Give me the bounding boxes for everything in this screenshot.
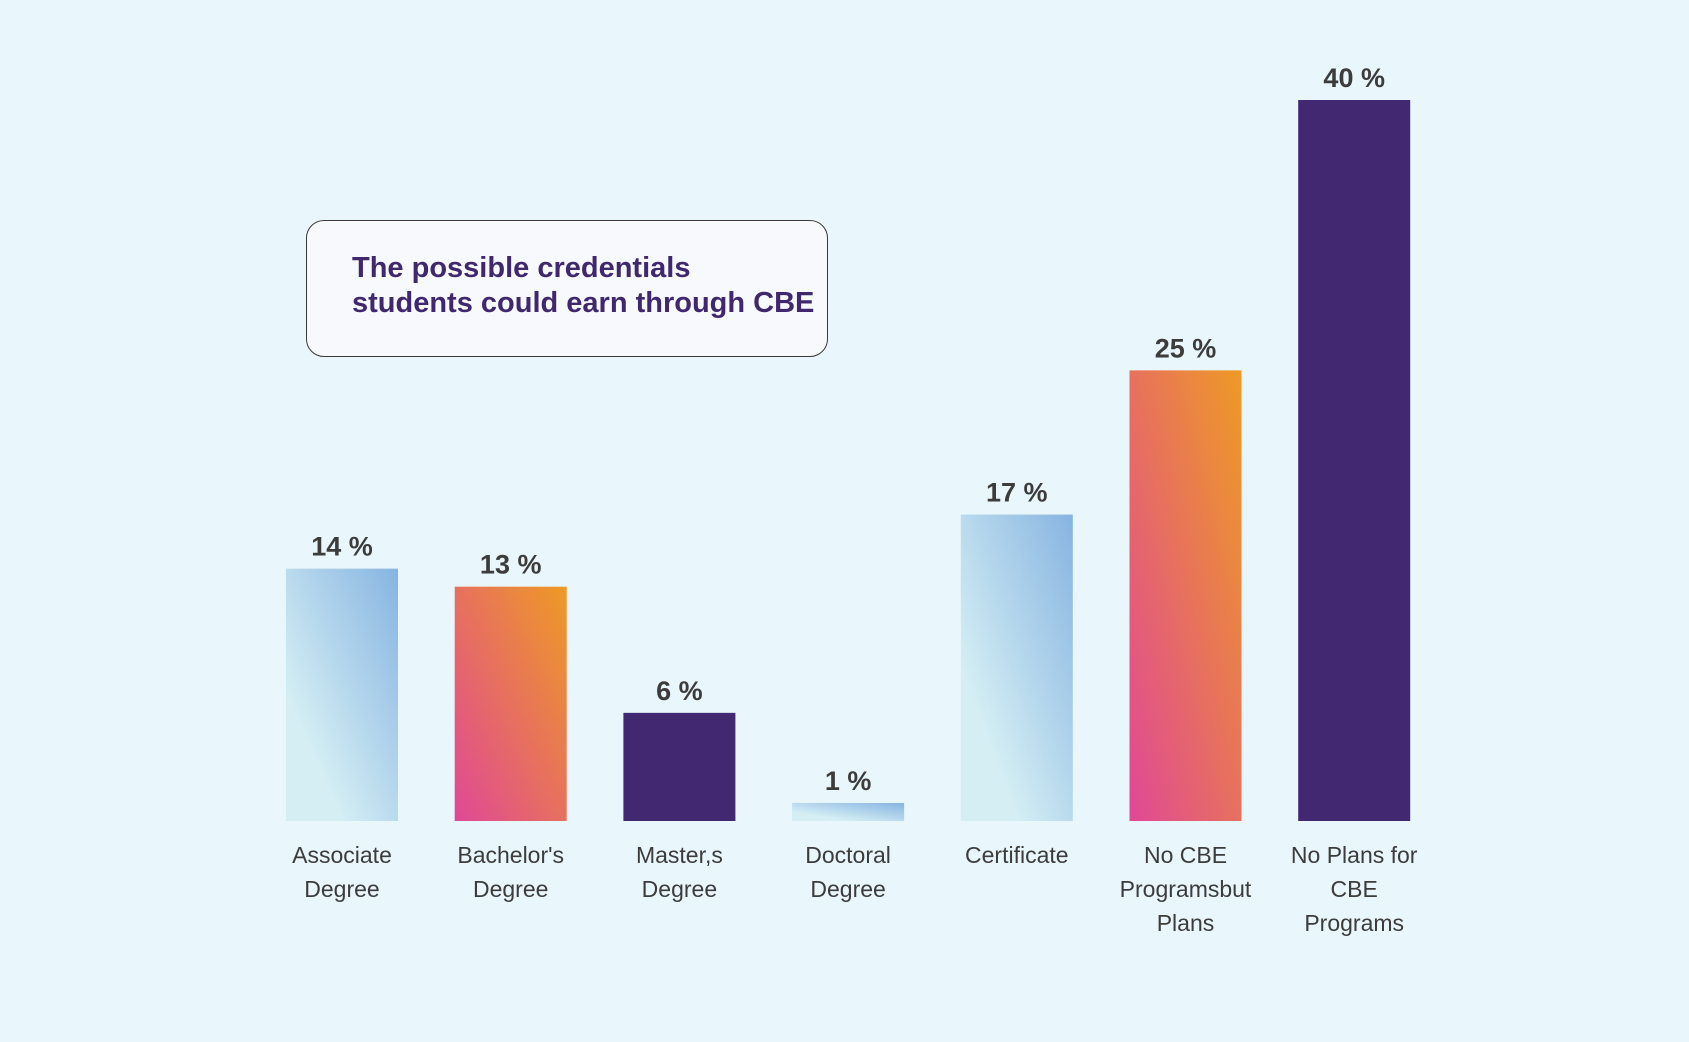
value-label-6: 40 % xyxy=(1323,63,1385,93)
category-label-1: Bachelor's Degree xyxy=(457,842,564,902)
value-label-2: 6 % xyxy=(656,676,703,706)
category-label-line: No Plans for xyxy=(1291,842,1418,868)
category-label-line: Programsbut xyxy=(1120,876,1252,902)
value-label-3: 1 % xyxy=(825,766,872,796)
value-label-4: 17 % xyxy=(986,478,1048,508)
category-label-line: Master,s xyxy=(636,842,723,868)
bar-5 xyxy=(1129,370,1242,821)
category-label-5: No CBE Programsbut Plans xyxy=(1120,842,1252,936)
value-label-0: 14 % xyxy=(311,532,373,562)
chart-title-line-1: The possible credentials xyxy=(352,252,691,284)
bar-0 xyxy=(286,568,398,821)
category-label-4: Certificate xyxy=(965,842,1069,868)
category-label-line: Plans xyxy=(1157,910,1215,936)
labels-group: 14 % Associate Degree 13 % Bachelor's Degree 6… xyxy=(292,63,1418,936)
category-label-line: No CBE xyxy=(1144,842,1227,868)
category-label-line: Degree xyxy=(810,876,885,902)
category-label-line: Degree xyxy=(473,876,548,902)
category-label-6: No Plans for CBE Programs xyxy=(1291,842,1418,936)
category-label-line: Doctoral xyxy=(805,842,891,868)
chart-title-box: The possible credentials students could … xyxy=(306,220,828,357)
category-label-0: Associate Degree xyxy=(292,842,392,902)
category-label-3: Doctoral Degree xyxy=(805,842,891,902)
category-label-line: Associate xyxy=(292,842,392,868)
chart-title-line-2: students could earn through CBE xyxy=(352,287,815,319)
category-label-line: Programs xyxy=(1304,910,1404,936)
category-label-2: Master,s Degree xyxy=(636,842,723,902)
bar-1 xyxy=(454,586,567,821)
value-label-1: 13 % xyxy=(480,550,542,580)
category-label-line: CBE xyxy=(1331,876,1378,902)
category-label-line: Bachelor's xyxy=(457,842,564,868)
category-label-line: Certificate xyxy=(965,842,1069,868)
bar-2 xyxy=(623,712,736,821)
category-label-line: Degree xyxy=(304,876,379,902)
bar-3 xyxy=(792,802,905,821)
value-label-5: 25 % xyxy=(1155,333,1217,363)
category-label-line: Degree xyxy=(642,876,717,902)
bars-group xyxy=(286,100,1411,821)
bar-4 xyxy=(960,514,1073,821)
bar-6 xyxy=(1298,100,1411,821)
